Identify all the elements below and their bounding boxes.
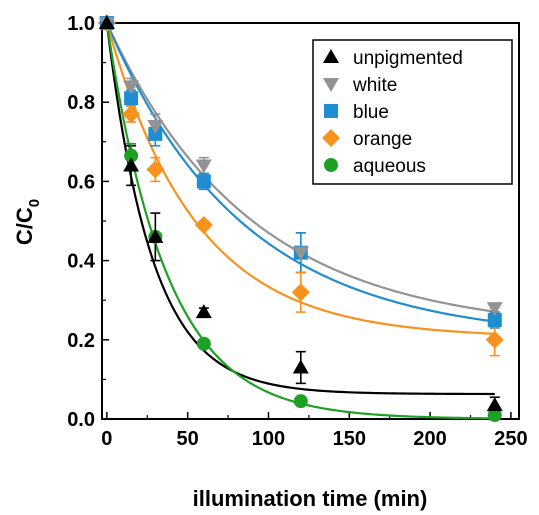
legend-marker-unpigmented: [323, 49, 339, 63]
y-axis-title-main: C/C: [12, 207, 37, 245]
y-tick-label: 0.4: [67, 251, 96, 273]
data-point-orange: [146, 160, 165, 179]
x-tick-label: 200: [413, 428, 446, 450]
x-axis-title: illumination time (min): [193, 486, 428, 511]
legend-label-blue: blue: [353, 102, 389, 123]
data-point-unpigmented: [195, 304, 212, 319]
data-point-blue: [124, 91, 139, 106]
y-axis-ticks: 0.0 0.2 0.4 0.6 0.8 1.0: [67, 13, 109, 431]
legend-marker-white: [323, 78, 339, 92]
data-point-orange: [485, 330, 504, 349]
legend-marker-blue: [324, 104, 338, 118]
data-point-orange: [194, 215, 213, 234]
data-point-aqueous: [124, 148, 139, 163]
legend-box: [312, 39, 513, 185]
data-point-white: [195, 159, 212, 174]
data-point-white: [486, 302, 503, 317]
fit-curve-unpigmented: [105, 22, 495, 396]
data-point-aqueous: [196, 336, 211, 351]
data-point-unpigmented: [147, 228, 164, 243]
y-tick-label: 0.2: [67, 330, 95, 352]
legend-marker-orange: [322, 129, 340, 147]
data-point-unpigmented: [98, 15, 115, 29]
data-markers: [97, 14, 504, 423]
legend-label-orange: orange: [353, 129, 412, 150]
x-tick-label: 0: [101, 428, 112, 450]
y-tick-label: 0.0: [67, 409, 95, 431]
x-tick-label: 50: [177, 428, 199, 450]
data-point-orange: [291, 283, 310, 302]
y-tick-label: 1.0: [67, 13, 95, 35]
data-point-aqueous: [293, 394, 308, 409]
data-point-unpigmented: [123, 157, 140, 172]
data-point-unpigmented: [292, 359, 309, 374]
legend-items: unpigmented white blue orange aqueous: [322, 48, 463, 177]
data-point-aqueous: [487, 408, 502, 423]
x-tick-label: 100: [252, 428, 285, 450]
legend-label-aqueous: aqueous: [353, 156, 426, 177]
data-point-white: [292, 246, 309, 261]
legend-label-unpigmented: unpigmented: [353, 48, 463, 69]
y-axis-title: C/C0: [12, 199, 43, 245]
data-point-unpigmented: [486, 397, 503, 412]
y-axis-title-subscript: 0: [26, 199, 43, 207]
data-point-white: [147, 119, 164, 134]
data-point-white: [123, 80, 140, 95]
legend-marker-aqueous: [324, 158, 338, 172]
x-tick-label: 150: [333, 428, 366, 450]
plot-area: 0 50 100 150 200 250 0.0 0.2 0.4 0.6 0.8 1.0: [67, 13, 527, 450]
legend-label-white: white: [352, 75, 397, 96]
x-axis-ticks: 0 50 100 150 200 250: [101, 412, 528, 450]
data-point-orange: [122, 105, 141, 124]
data-point-blue: [487, 313, 502, 327]
y-tick-label: 0.8: [67, 92, 95, 114]
legend: unpigmented white blue orange aqueous: [312, 39, 513, 185]
data-point-blue: [196, 174, 211, 189]
x-tick-label: 250: [494, 428, 527, 450]
y-tick-label: 0.6: [67, 171, 95, 193]
